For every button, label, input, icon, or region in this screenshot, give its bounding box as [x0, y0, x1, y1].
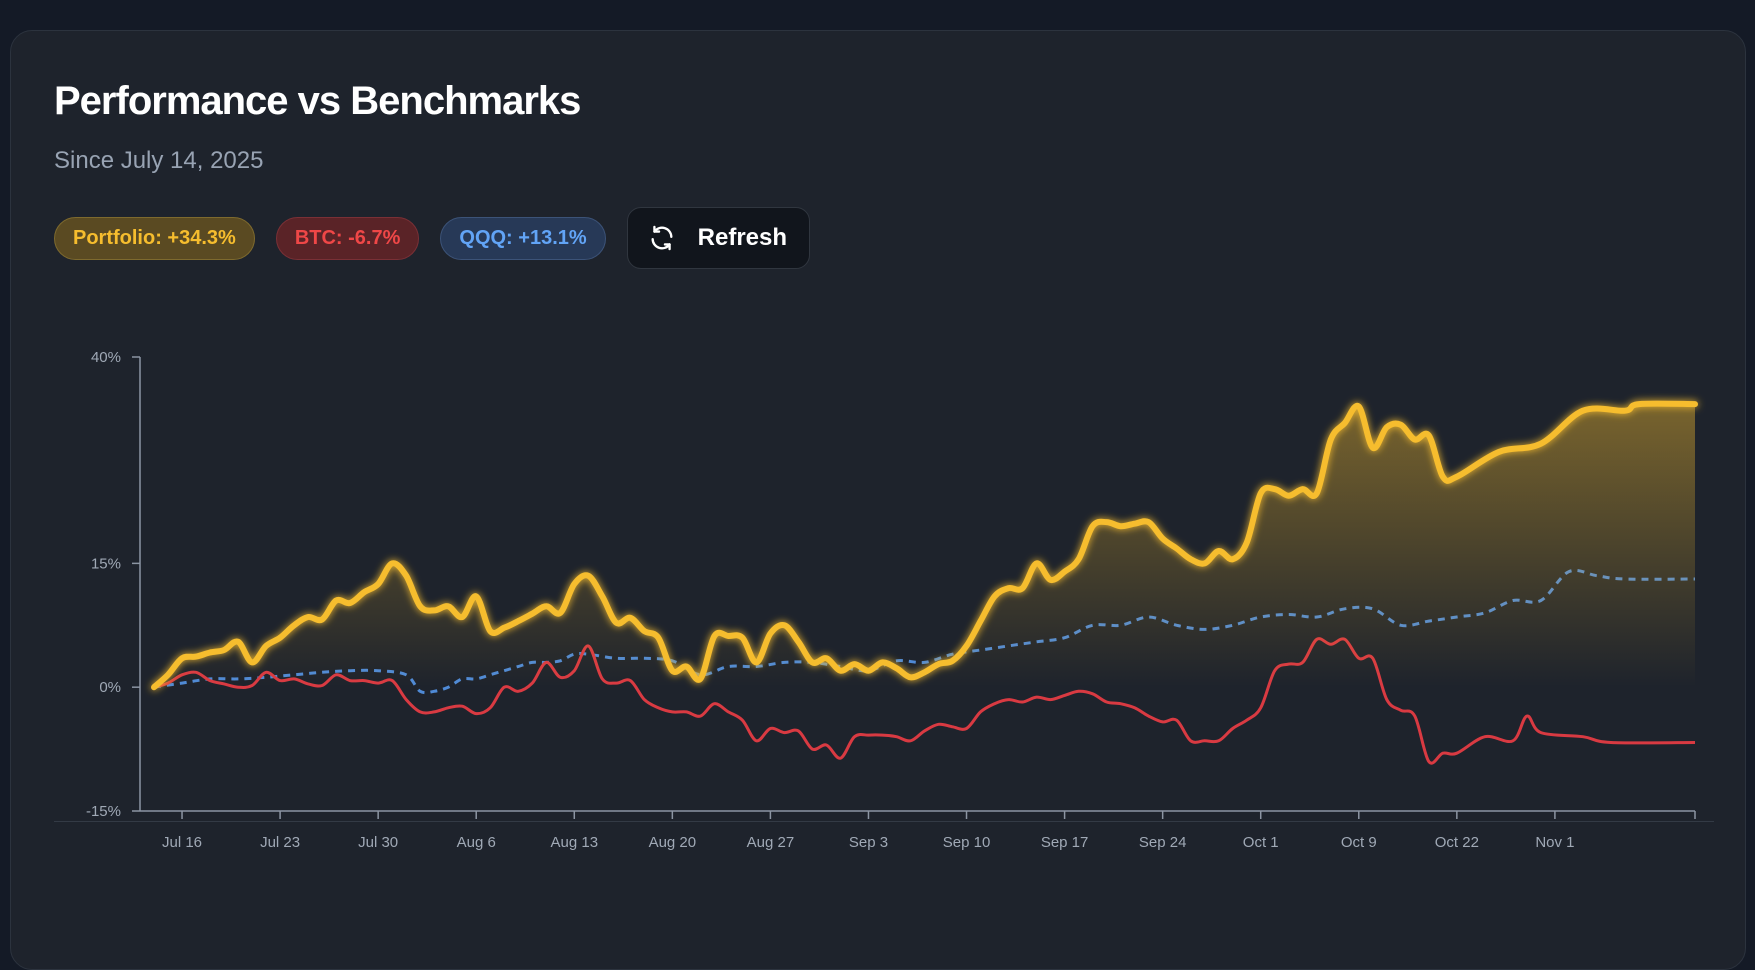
- x-tick-label: Sep 24: [1139, 834, 1187, 851]
- chart-axes: 40% 15% 0% -15% Jul 16 Jul 23 Jul 30 Aug 6 Aug 1…: [86, 349, 1696, 851]
- refresh-icon: [648, 224, 676, 252]
- x-tick-label: Oct 9: [1341, 834, 1377, 851]
- page-title: Performance vs Benchmarks: [54, 79, 581, 123]
- x-tick-label: Aug 13: [551, 834, 599, 851]
- summary-chips: Portfolio: +34.3% BTC: -6.7% QQQ: +13.1%…: [54, 207, 811, 269]
- y-tick-label: -15%: [86, 803, 121, 820]
- x-tick-label: Aug 20: [649, 834, 697, 851]
- page-subtitle: Since July 14, 2025: [54, 147, 264, 174]
- x-tick-label: Oct 1: [1243, 834, 1279, 851]
- performance-chart: 40% 15% 0% -15% Jul 16 Jul 23 Jul 30 Aug 6 Aug 1…: [86, 349, 1698, 851]
- bottom-divider: [54, 821, 1714, 822]
- x-tick-label: Sep 17: [1041, 834, 1089, 851]
- portfolio-line: [151, 400, 1698, 691]
- qqq-chip: QQQ: +13.1%: [440, 216, 606, 260]
- x-tick-label: Sep 10: [943, 834, 991, 851]
- refresh-label: Refresh: [697, 224, 788, 251]
- y-tick-label: 0%: [99, 679, 121, 696]
- x-tick-label: Nov 1: [1535, 834, 1574, 851]
- x-tick-label: Sep 3: [849, 834, 888, 851]
- portfolio-area: [154, 403, 1695, 688]
- x-tick-label: Jul 16: [162, 834, 202, 851]
- x-tick-label: Jul 30: [358, 834, 398, 851]
- refresh-button[interactable]: Refresh: [626, 207, 811, 269]
- y-tick-label: 40%: [91, 349, 121, 366]
- chart-series: [151, 400, 1698, 765]
- btc-chip: BTC: -6.7%: [275, 216, 420, 260]
- x-tick-label: Oct 22: [1435, 834, 1479, 851]
- y-tick-label: 15%: [91, 555, 121, 572]
- portfolio-chip: Portfolio: +34.3%: [54, 216, 255, 260]
- x-tick-label: Aug 6: [457, 834, 496, 851]
- x-tick-label: Jul 23: [260, 834, 300, 851]
- x-tick-label: Aug 27: [747, 834, 795, 851]
